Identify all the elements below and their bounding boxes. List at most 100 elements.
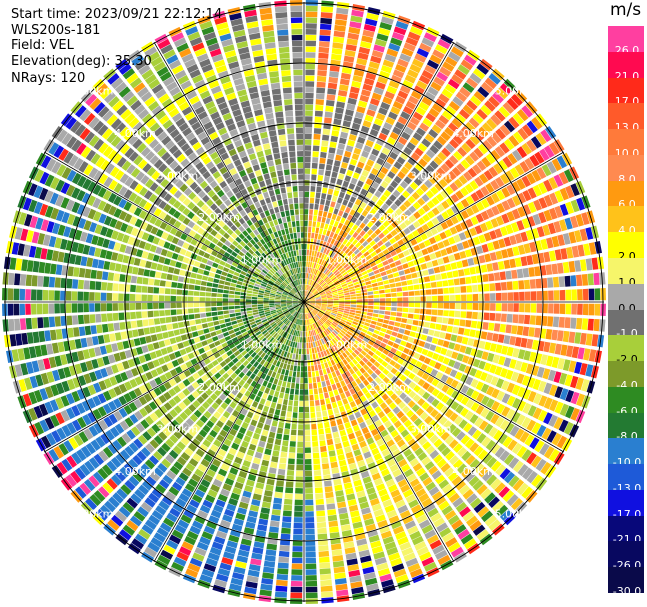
velocity-gate <box>299 342 302 349</box>
velocity-gate <box>341 283 348 288</box>
velocity-gate <box>285 481 294 488</box>
velocity-gate <box>209 429 218 438</box>
velocity-gate <box>340 217 346 224</box>
velocity-gate <box>305 81 315 87</box>
velocity-gate <box>195 319 202 325</box>
velocity-gate <box>321 295 327 298</box>
velocity-gate <box>420 296 426 302</box>
velocity-gate <box>310 418 316 424</box>
velocity-gate <box>467 426 478 437</box>
velocity-gate <box>267 394 273 402</box>
velocity-gate <box>453 252 461 261</box>
velocity-gate <box>366 213 373 220</box>
velocity-gate <box>482 139 493 151</box>
velocity-gate <box>141 303 147 310</box>
velocity-gate <box>417 422 427 431</box>
velocity-gate <box>337 454 346 461</box>
velocity-gate <box>414 162 424 172</box>
velocity-gate <box>408 381 417 390</box>
velocity-gate <box>369 128 379 137</box>
velocity-gate <box>305 459 312 465</box>
velocity-gate <box>421 96 433 107</box>
velocity-gate <box>326 293 332 296</box>
velocity-gate <box>379 298 386 302</box>
velocity-gate <box>486 456 498 468</box>
velocity-gate <box>395 350 402 357</box>
velocity-gate <box>378 267 386 273</box>
velocity-gate <box>317 277 321 283</box>
velocity-gate <box>217 293 223 298</box>
velocity-gate <box>350 15 363 23</box>
velocity-gate <box>460 533 474 545</box>
velocity-gate <box>430 281 437 288</box>
velocity-gate <box>524 291 531 301</box>
velocity-gate <box>182 314 189 321</box>
velocity-gate <box>269 357 275 364</box>
velocity-gate <box>255 482 265 490</box>
velocity-gate <box>199 504 211 514</box>
velocity-gate <box>417 398 426 407</box>
velocity-gate <box>183 407 193 417</box>
velocity-gate <box>375 258 382 265</box>
velocity-gate <box>465 454 476 466</box>
velocity-gate <box>336 178 343 186</box>
velocity-gate <box>294 499 303 506</box>
velocity-gate <box>333 30 346 38</box>
velocity-gate <box>295 324 298 330</box>
velocity-gate <box>257 476 266 484</box>
velocity-gate <box>193 308 200 313</box>
velocity-gate <box>89 314 96 324</box>
velocity-gate <box>297 307 301 312</box>
velocity-gate <box>324 321 330 327</box>
velocity-gate <box>330 238 336 245</box>
velocity-gate <box>354 198 362 206</box>
velocity-gate <box>366 376 374 383</box>
velocity-gate <box>211 541 224 551</box>
velocity-gate <box>321 404 327 411</box>
velocity-gate <box>312 157 319 163</box>
velocity-gate <box>386 207 394 215</box>
velocity-gate <box>211 307 217 312</box>
velocity-gate <box>330 177 337 184</box>
velocity-gate <box>234 298 240 302</box>
velocity-gate <box>351 473 361 482</box>
velocity-gate <box>43 317 50 328</box>
velocity-gate <box>432 295 438 302</box>
velocity-gate <box>291 310 296 315</box>
velocity-gate <box>309 312 312 318</box>
velocity-gate <box>251 299 258 302</box>
velocity-gate <box>418 277 425 284</box>
velocity-gate <box>424 502 436 513</box>
velocity-gate <box>381 393 389 401</box>
velocity-gate <box>291 359 295 365</box>
velocity-gate <box>220 402 228 410</box>
velocity-gate <box>348 375 355 383</box>
velocity-gate <box>432 352 440 361</box>
velocity-gate <box>347 395 354 403</box>
velocity-gate <box>19 274 27 286</box>
velocity-gate <box>417 143 428 152</box>
velocity-gate <box>495 303 502 312</box>
velocity-gate <box>388 515 400 524</box>
velocity-gate <box>368 271 375 277</box>
velocity-gate <box>511 208 521 220</box>
velocity-gate <box>541 278 548 289</box>
velocity-gate <box>351 216 358 224</box>
velocity-gate <box>165 316 172 323</box>
velocity-gate <box>449 369 458 378</box>
velocity-gate <box>197 510 209 519</box>
velocity-gate <box>397 302 403 307</box>
velocity-gate <box>282 399 288 406</box>
velocity-gate <box>465 195 475 205</box>
velocity-gate <box>356 58 368 66</box>
velocity-gate <box>236 392 244 399</box>
velocity-gate <box>576 393 586 407</box>
velocity-gate <box>308 255 311 262</box>
velocity-gate <box>293 330 297 336</box>
velocity-gate <box>305 580 318 587</box>
velocity-gate <box>316 186 322 193</box>
velocity-gate <box>176 289 183 295</box>
velocity-gate <box>564 217 573 230</box>
velocity-gate <box>308 220 312 227</box>
velocity-gate <box>441 483 453 494</box>
